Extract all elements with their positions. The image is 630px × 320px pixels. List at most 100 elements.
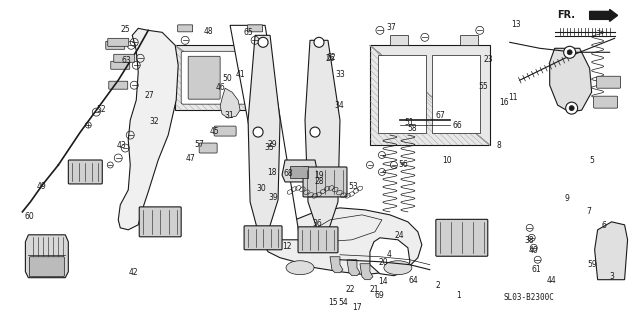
Text: 22: 22 xyxy=(345,285,355,294)
FancyBboxPatch shape xyxy=(214,126,236,136)
Polygon shape xyxy=(305,40,340,232)
Circle shape xyxy=(314,37,324,47)
Text: 54: 54 xyxy=(338,299,348,308)
Circle shape xyxy=(569,106,574,111)
FancyBboxPatch shape xyxy=(68,160,102,184)
Text: 27: 27 xyxy=(144,91,154,100)
Polygon shape xyxy=(25,235,68,278)
Text: 10: 10 xyxy=(442,156,452,164)
Bar xyxy=(175,45,265,110)
Text: 49: 49 xyxy=(37,182,47,191)
Text: 12: 12 xyxy=(282,242,292,251)
Text: 7: 7 xyxy=(587,207,591,216)
Text: 29: 29 xyxy=(267,140,277,149)
Circle shape xyxy=(253,127,263,137)
Polygon shape xyxy=(347,260,360,276)
Text: 11: 11 xyxy=(508,93,517,102)
Circle shape xyxy=(258,37,268,47)
Text: 28: 28 xyxy=(314,177,324,186)
FancyBboxPatch shape xyxy=(181,51,259,104)
Text: 30: 30 xyxy=(256,184,266,193)
Text: 56: 56 xyxy=(398,160,408,169)
Text: 61: 61 xyxy=(532,265,541,274)
Text: 31: 31 xyxy=(225,111,234,120)
Text: 8: 8 xyxy=(496,141,501,150)
Polygon shape xyxy=(550,48,592,112)
FancyBboxPatch shape xyxy=(244,226,282,250)
Text: 3: 3 xyxy=(610,272,614,281)
Text: 38: 38 xyxy=(524,236,534,245)
Text: 59: 59 xyxy=(587,260,597,269)
Text: 55: 55 xyxy=(479,82,488,91)
Bar xyxy=(290,166,308,178)
Polygon shape xyxy=(118,28,178,230)
Ellipse shape xyxy=(384,261,412,275)
Text: 48: 48 xyxy=(203,27,213,36)
Text: 33: 33 xyxy=(335,70,345,79)
Bar xyxy=(432,55,480,133)
Text: 18: 18 xyxy=(268,168,277,177)
FancyBboxPatch shape xyxy=(436,219,488,256)
Bar xyxy=(460,35,478,45)
Text: 64: 64 xyxy=(408,276,418,285)
Text: 45: 45 xyxy=(209,127,219,136)
Text: 53: 53 xyxy=(348,182,358,191)
FancyBboxPatch shape xyxy=(30,257,64,277)
Text: 19: 19 xyxy=(314,171,324,180)
Bar xyxy=(378,55,426,133)
Text: 14: 14 xyxy=(378,277,387,286)
FancyBboxPatch shape xyxy=(248,25,263,32)
Text: 65: 65 xyxy=(243,28,253,37)
Text: 46: 46 xyxy=(215,83,226,92)
Polygon shape xyxy=(330,257,343,273)
Text: 62: 62 xyxy=(326,53,336,62)
Text: 50: 50 xyxy=(222,74,232,83)
Text: 57: 57 xyxy=(195,140,204,149)
FancyBboxPatch shape xyxy=(188,56,220,99)
Text: 44: 44 xyxy=(547,276,556,285)
Text: 63: 63 xyxy=(122,56,131,65)
Text: 47: 47 xyxy=(186,154,195,163)
Text: 24: 24 xyxy=(394,231,404,240)
Text: 13: 13 xyxy=(512,20,521,29)
Polygon shape xyxy=(262,208,422,275)
FancyBboxPatch shape xyxy=(106,41,125,49)
Text: 32: 32 xyxy=(149,116,159,125)
Text: 52: 52 xyxy=(96,105,106,114)
Bar xyxy=(370,45,490,145)
FancyBboxPatch shape xyxy=(111,61,130,69)
Polygon shape xyxy=(360,264,373,280)
Polygon shape xyxy=(370,238,410,276)
Text: 35: 35 xyxy=(265,143,275,152)
Text: 43: 43 xyxy=(117,141,126,150)
FancyBboxPatch shape xyxy=(303,167,347,197)
Text: 58: 58 xyxy=(408,124,417,133)
Text: 16: 16 xyxy=(499,98,508,107)
Text: 42: 42 xyxy=(129,268,139,277)
Text: FR.: FR. xyxy=(557,10,575,20)
Text: 68: 68 xyxy=(284,169,294,178)
Circle shape xyxy=(397,117,407,127)
Text: 36: 36 xyxy=(312,219,323,228)
Text: 66: 66 xyxy=(452,121,462,130)
Text: 17: 17 xyxy=(352,303,362,312)
Text: 40: 40 xyxy=(529,245,539,254)
Text: 37: 37 xyxy=(387,23,397,32)
Text: 23: 23 xyxy=(484,55,493,64)
FancyBboxPatch shape xyxy=(108,38,129,46)
Polygon shape xyxy=(595,222,627,280)
Text: 25: 25 xyxy=(120,25,130,34)
Ellipse shape xyxy=(286,261,314,275)
Text: 26: 26 xyxy=(325,54,335,63)
Circle shape xyxy=(443,117,453,127)
Text: 34: 34 xyxy=(334,100,344,110)
Polygon shape xyxy=(220,88,240,118)
Circle shape xyxy=(567,50,572,55)
FancyBboxPatch shape xyxy=(114,54,135,62)
Text: 39: 39 xyxy=(268,193,278,202)
FancyBboxPatch shape xyxy=(593,96,617,108)
FancyArrow shape xyxy=(590,9,617,21)
Text: 51: 51 xyxy=(404,118,414,127)
Text: 20: 20 xyxy=(378,258,387,267)
Polygon shape xyxy=(248,35,280,232)
